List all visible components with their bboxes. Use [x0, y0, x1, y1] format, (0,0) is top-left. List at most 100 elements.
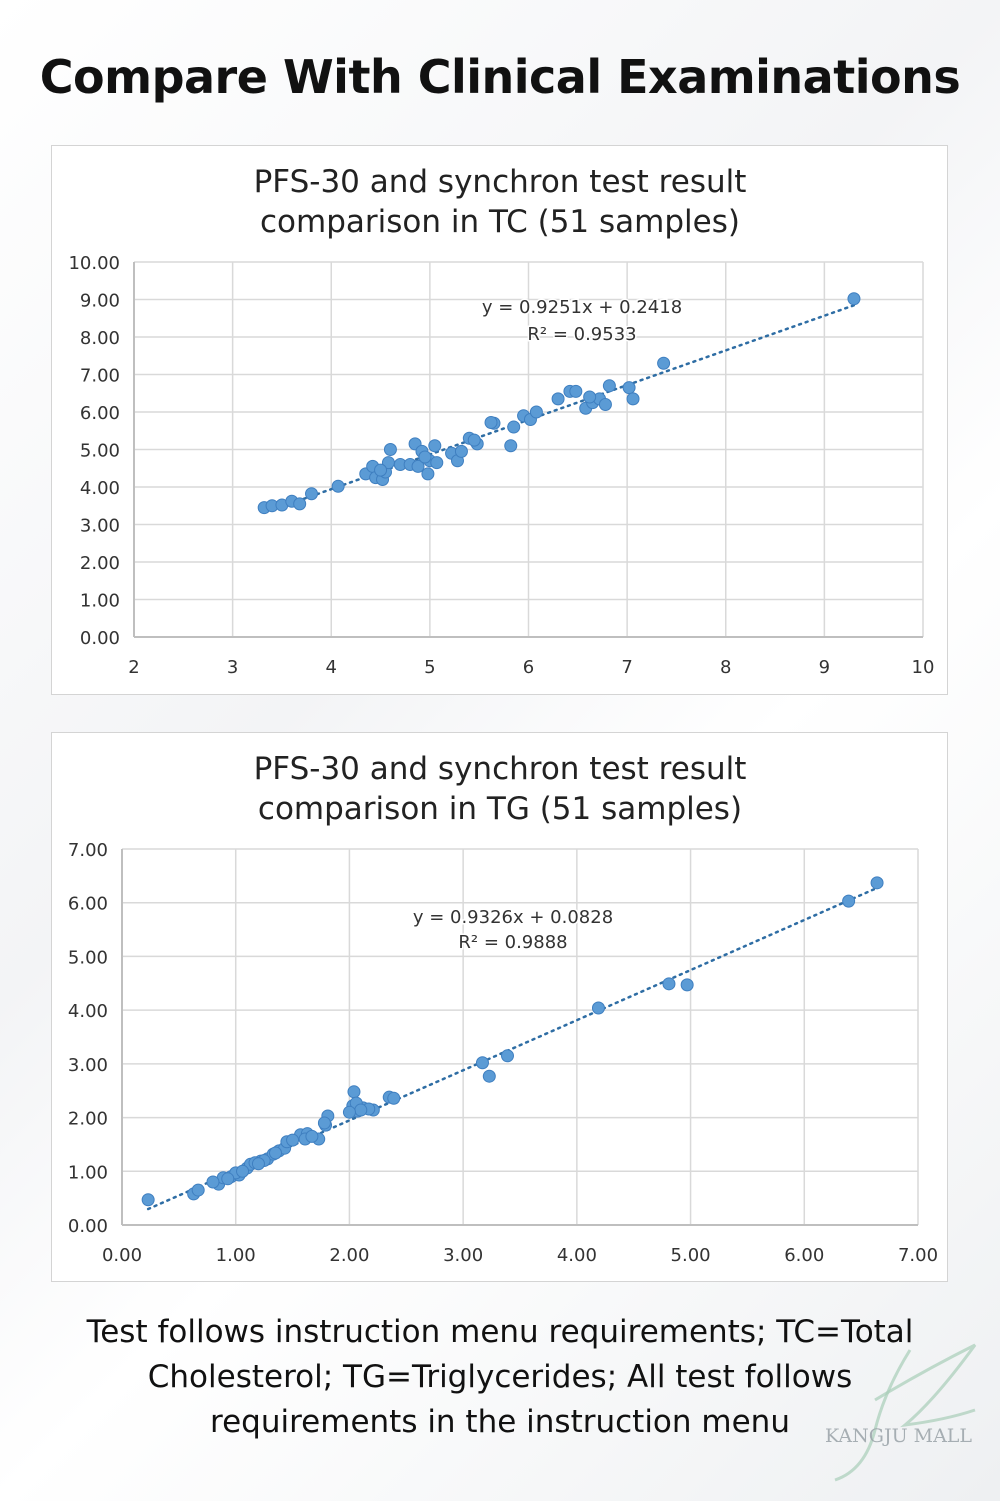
tg-chart-svg: PFS-30 and synchron test result compariso… [68, 751, 938, 1266]
y-tick-label: 0.00 [68, 1216, 108, 1237]
chart-title-line: PFS-30 and synchron test result [254, 751, 747, 787]
x-tick-label: 4.00 [557, 1245, 597, 1266]
y-tick-label: 7.00 [68, 840, 108, 861]
x-tick-label: 5 [424, 657, 435, 678]
data-point [662, 977, 676, 991]
data-point [191, 1183, 205, 1197]
y-tick-label: 0.00 [80, 628, 120, 649]
data-point [482, 1069, 496, 1083]
y-tick-label: 7.00 [80, 366, 120, 387]
y-tick-label: 4.00 [80, 478, 120, 499]
data-point [331, 479, 345, 493]
y-tick-label: 3.00 [68, 1055, 108, 1076]
tc-chart-svg: PFS-30 and synchron test result compariso… [68, 164, 935, 678]
x-tick-label: 1.00 [216, 1245, 256, 1266]
data-point [500, 1049, 514, 1063]
data-point [305, 1129, 319, 1143]
kangju-mall-logo: KANGJU MALL [825, 1343, 977, 1482]
data-point [305, 487, 319, 501]
data-point [411, 459, 425, 473]
data-point [374, 463, 388, 477]
x-tick-label: 3 [227, 657, 238, 678]
footer-note: Test follows instruction menu requiremen… [60, 1310, 940, 1445]
y-tick-label: 1.00 [80, 591, 120, 612]
x-tick-label: 8 [720, 657, 731, 678]
data-point [870, 876, 884, 890]
y-tick-label: 1.00 [68, 1162, 108, 1183]
data-point [141, 1193, 155, 1207]
x-tick-label: 7 [621, 657, 632, 678]
data-point [622, 381, 636, 395]
y-tick-label: 5.00 [68, 947, 108, 968]
data-point [428, 439, 442, 453]
y-tick-label: 2.00 [68, 1109, 108, 1130]
data-point [383, 443, 397, 456]
data-point [236, 1164, 250, 1178]
data-point [484, 416, 498, 429]
y-tick-label: 9.00 [80, 291, 120, 312]
data-point [418, 450, 432, 464]
x-tick-label: 7.00 [898, 1245, 938, 1266]
x-tick-label: 6 [523, 657, 534, 678]
data-point [251, 1157, 265, 1171]
y-tick-label: 3.00 [80, 516, 120, 537]
data-point [598, 398, 612, 411]
data-point [293, 497, 307, 511]
x-tick-label: 3.00 [443, 1245, 483, 1266]
x-tick-label: 9 [819, 657, 830, 678]
data-point [602, 379, 616, 393]
data-point [847, 292, 861, 306]
svg-text:KANGJU MALL: KANGJU MALL [825, 1425, 972, 1447]
page-title: Compare With Clinical Examinations [39, 50, 961, 104]
r-squared-label: R² = 0.9888 [458, 932, 567, 953]
chart-title-line: comparison in TC (51 samples) [260, 204, 740, 240]
data-point [626, 392, 640, 406]
r-squared-label: R² = 0.9533 [527, 324, 636, 345]
tc-comparison-chart: PFS-30 and synchron test result compariso… [51, 145, 948, 695]
x-tick-label: 6.00 [784, 1245, 824, 1266]
data-point [551, 392, 565, 406]
y-tick-label: 4.00 [68, 1001, 108, 1022]
chart-title-line: comparison in TG (51 samples) [258, 791, 742, 827]
x-tick-label: 4 [326, 657, 337, 678]
x-tick-label: 5.00 [671, 1245, 711, 1266]
data-point [421, 467, 435, 481]
footer-line: requirements in the instruction menu [210, 1404, 790, 1440]
data-point [591, 1001, 605, 1015]
footer-line: Test follows instruction menu requiremen… [86, 1314, 914, 1350]
y-tick-label: 8.00 [80, 328, 120, 349]
y-tick-label: 6.00 [80, 403, 120, 424]
data-point [657, 356, 671, 370]
data-point [842, 894, 856, 908]
data-point [347, 1085, 361, 1099]
trendline-equation: y = 0.9326x + 0.0828 [413, 907, 613, 928]
x-tick-label: 2.00 [329, 1245, 369, 1266]
data-point [529, 405, 543, 419]
data-point [286, 1133, 300, 1147]
data-point [317, 1116, 331, 1130]
footer-line: Cholesterol; TG=Triglycerides; All test … [147, 1359, 853, 1395]
x-tick-label: 0.00 [102, 1245, 142, 1266]
y-tick-label: 5.00 [80, 441, 120, 462]
data-point [504, 439, 518, 453]
data-point [680, 978, 694, 992]
x-tick-label: 10 [912, 657, 935, 678]
data-point [354, 1103, 368, 1117]
data-point [569, 384, 583, 398]
y-tick-label: 2.00 [80, 553, 120, 574]
data-point [387, 1091, 401, 1105]
data-point [269, 1146, 283, 1160]
data-point [467, 433, 481, 447]
data-point [206, 1175, 220, 1189]
data-point [583, 390, 597, 404]
y-tick-label: 10.00 [68, 253, 120, 274]
data-point [221, 1172, 235, 1186]
y-tick-label: 6.00 [68, 894, 108, 915]
data-point [342, 1105, 356, 1119]
data-point [430, 456, 444, 470]
data-point [507, 420, 521, 434]
x-tick-label: 2 [128, 657, 139, 678]
chart-title-line: PFS-30 and synchron test result [254, 164, 747, 200]
data-point [454, 444, 468, 458]
data-point [475, 1056, 489, 1070]
